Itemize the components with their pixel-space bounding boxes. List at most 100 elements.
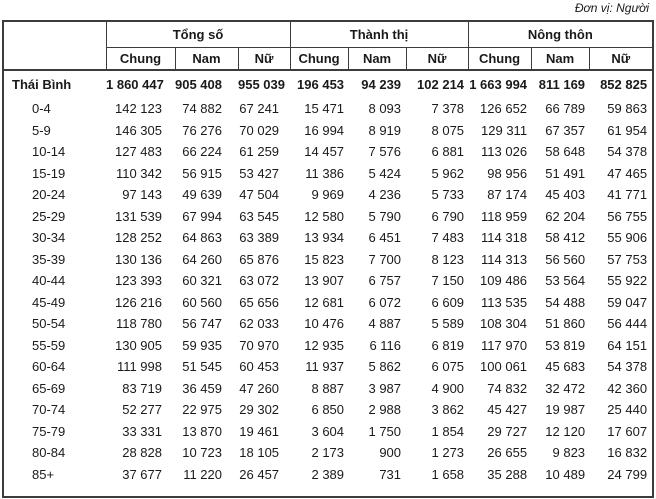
cell-value: 10 476 — [304, 316, 345, 332]
cell-value: 6 819 — [431, 337, 465, 353]
group-header-urban: Thành thị — [289, 20, 469, 48]
group-header-rural: Nông thôn — [467, 20, 654, 48]
cell-value: 126 652 — [480, 101, 528, 117]
cell-value: 123 393 — [115, 273, 162, 289]
row-label: 65-69 — [32, 380, 66, 396]
cell-value: 3 604 — [311, 423, 345, 439]
cell-value: 12 935 — [304, 337, 345, 353]
table-row: 20-24 97 143 49 639 47 504 9 969 4 236 5 733 87… — [3, 184, 653, 206]
cell-value: 1 658 — [431, 466, 465, 482]
table-row: 40-44 123 393 60 321 63 072 13 907 6 757 7 150… — [3, 270, 653, 292]
row-label: 75-79 — [32, 423, 66, 439]
cell-value: 196 453 — [297, 77, 345, 92]
cell-value: 17 607 — [607, 423, 648, 439]
row-label: 70-74 — [32, 402, 66, 418]
cell-value: 56 747 — [182, 316, 222, 332]
cell-value: 25 440 — [607, 402, 648, 418]
cell-value: 13 934 — [304, 230, 345, 246]
group-header-total: Tổng số — [105, 20, 291, 48]
col-header-total-all: Chung — [105, 47, 176, 71]
row-label: Thái Bình — [12, 77, 72, 92]
cell-value: 114 313 — [481, 251, 528, 267]
col-header-total-female: Nữ — [237, 47, 291, 71]
cell-value: 16 832 — [607, 445, 648, 461]
table-row: 50-54 118 780 56 747 62 033 10 476 4 887 5 589… — [3, 313, 653, 335]
cell-value: 37 677 — [122, 466, 162, 482]
table-row: 70-74 52 277 22 975 29 302 6 850 2 988 3 862 45… — [3, 399, 653, 421]
cell-value: 26 655 — [487, 445, 528, 461]
cell-value: 2 389 — [311, 466, 345, 482]
cell-value: 54 488 — [545, 294, 586, 310]
table-row: Thái Bình 1 860 447 905 408 955 039 196 453 9… — [3, 70, 653, 98]
cell-value: 56 444 — [607, 316, 648, 332]
cell-value: 118 959 — [481, 208, 528, 224]
table-row: 30-34 128 252 64 863 63 389 13 934 6 451 7 483… — [3, 227, 653, 249]
col-header-rural-male: Nam — [530, 47, 590, 71]
cell-value: 11 937 — [305, 359, 345, 375]
cell-value: 12 580 — [304, 208, 345, 224]
cell-value: 19 461 — [239, 423, 280, 439]
cell-value: 7 150 — [431, 273, 465, 289]
col-header-rural-female: Nữ — [588, 47, 654, 71]
cell-value: 62 033 — [239, 316, 280, 332]
cell-value: 128 252 — [115, 230, 162, 246]
cell-value: 111 998 — [116, 359, 162, 375]
col-header-rural-all: Chung — [467, 47, 532, 71]
cell-value: 64 260 — [182, 251, 222, 267]
cell-value: 4 900 — [431, 380, 465, 396]
cell-value: 64 863 — [182, 230, 222, 246]
cell-value: 63 389 — [239, 230, 280, 246]
cell-value: 129 311 — [481, 122, 528, 138]
cell-value: 142 123 — [115, 101, 162, 117]
cell-value: 24 799 — [607, 466, 648, 482]
cell-value: 3 862 — [431, 402, 465, 418]
cell-value: 8 123 — [431, 251, 465, 267]
population-table: Tổng số Thành thị Nông thôn Chung Nam Nữ… — [2, 20, 655, 498]
cell-value: 67 994 — [182, 208, 222, 224]
cell-value: 58 648 — [545, 144, 586, 160]
table-row: 0-4 142 123 74 882 67 241 15 471 8 093 7 378 12… — [3, 98, 653, 120]
cell-value: 29 727 — [487, 423, 528, 439]
cell-value: 2 988 — [368, 402, 402, 418]
cell-value: 8 887 — [311, 380, 345, 396]
cell-value: 63 545 — [239, 208, 280, 224]
cell-value: 63 072 — [239, 273, 280, 289]
cell-value: 87 174 — [487, 187, 528, 203]
cell-value: 5 962 — [431, 165, 465, 181]
row-label: 30-34 — [32, 230, 66, 246]
cell-value: 15 471 — [304, 101, 345, 117]
table-row: 75-79 33 331 13 870 19 461 3 604 1 750 1 854 29… — [3, 421, 653, 443]
table-row: 80-84 28 828 10 723 18 105 2 173 900 1 273 26 6… — [3, 442, 653, 464]
col-header-urban-female: Nữ — [405, 47, 469, 71]
cell-value: 4 887 — [368, 316, 402, 332]
cell-value: 10 723 — [182, 445, 222, 461]
cell-value: 53 819 — [545, 337, 586, 353]
cell-value: 13 870 — [182, 423, 222, 439]
cell-value: 59 047 — [607, 294, 648, 310]
cell-value: 7 483 — [431, 230, 465, 246]
cell-value: 9 823 — [552, 445, 586, 461]
table-row: 60-64 111 998 51 545 60 453 11 937 5 862 6 075… — [3, 356, 653, 378]
group-header-row: Tổng số Thành thị Nông thôn — [2, 20, 654, 71]
cell-value: 74 832 — [487, 380, 528, 396]
sub-header-row: Chung Nam Nữ Chung Nam Nữ Chung Nam Nữ — [3, 47, 654, 71]
row-label: 60-64 — [32, 359, 66, 375]
cell-value: 900 — [379, 445, 402, 461]
cell-value: 117 970 — [481, 337, 528, 353]
table-body: Thái Bình 1 860 447 905 408 955 039 196 453 9… — [3, 70, 653, 497]
cell-value: 97 143 — [122, 187, 162, 203]
cell-value: 57 753 — [607, 251, 648, 267]
cell-value: 98 956 — [487, 165, 528, 181]
row-label: 80-84 — [32, 445, 66, 461]
cell-value: 10 489 — [545, 466, 586, 482]
cell-value: 6 072 — [368, 294, 402, 310]
cell-value: 33 331 — [122, 423, 162, 439]
cell-value: 55 922 — [607, 273, 648, 289]
cell-value: 83 719 — [122, 380, 162, 396]
cell-value: 60 560 — [182, 294, 222, 310]
cell-value: 47 504 — [239, 187, 280, 203]
cell-value: 13 907 — [304, 273, 345, 289]
row-label: 50-54 — [32, 316, 66, 332]
cell-value: 51 860 — [545, 316, 586, 332]
cell-value: 114 318 — [481, 230, 528, 246]
